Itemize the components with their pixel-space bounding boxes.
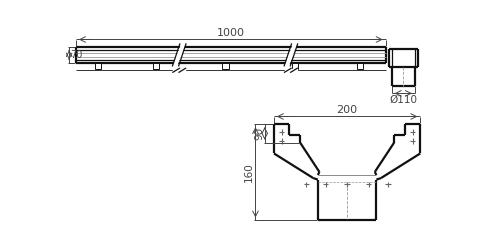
- Text: 1000: 1000: [217, 28, 245, 38]
- Bar: [222, 63, 228, 69]
- Bar: [292, 63, 298, 69]
- Text: 90: 90: [254, 127, 264, 140]
- Text: 70: 70: [70, 50, 82, 60]
- Text: 200: 200: [336, 105, 357, 115]
- Polygon shape: [284, 45, 297, 65]
- Bar: [153, 63, 159, 69]
- Bar: [96, 63, 102, 69]
- Polygon shape: [173, 45, 186, 65]
- Text: Ø110: Ø110: [390, 95, 417, 105]
- Text: 160: 160: [244, 163, 254, 182]
- Bar: [357, 63, 364, 69]
